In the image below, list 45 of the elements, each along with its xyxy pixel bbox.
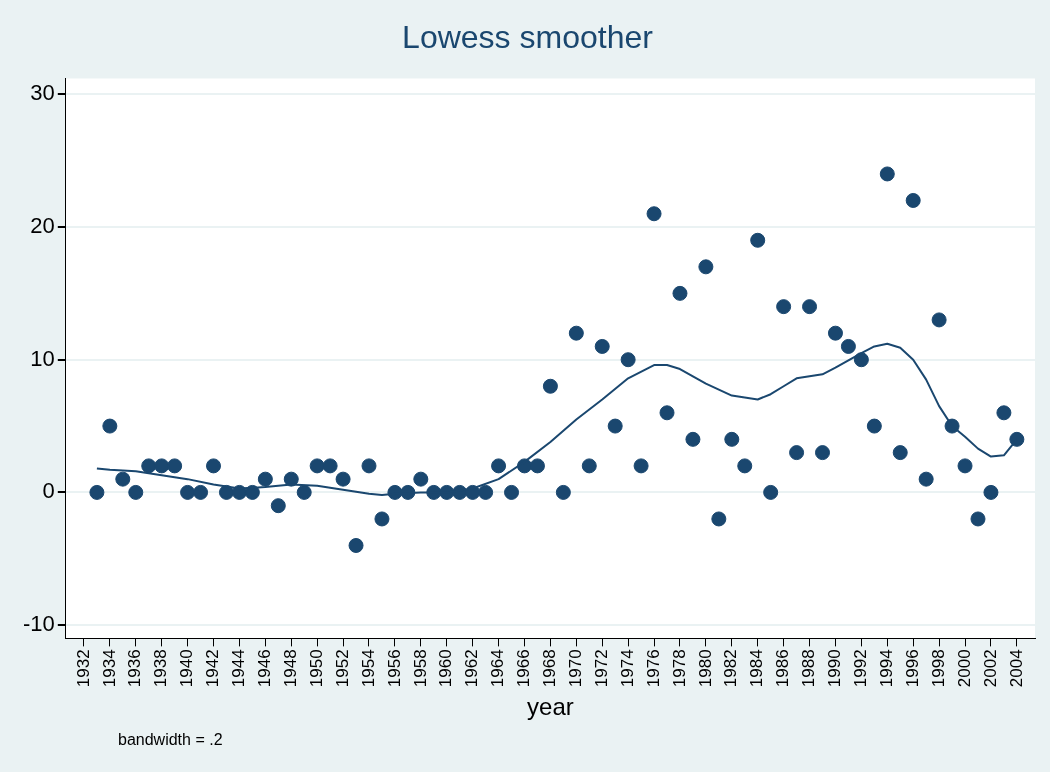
x-tick-label: 1978	[669, 649, 689, 688]
x-tick-label: 1970	[566, 649, 585, 688]
x-tick-label: 1998	[928, 649, 948, 688]
x-tick-label: 1964	[488, 649, 508, 688]
text: bandwidth = .2	[118, 731, 223, 748]
x-tick-label: 1982	[721, 649, 741, 688]
y-tick-label: 0	[42, 478, 55, 504]
x-tick-label: 1946	[255, 649, 275, 688]
x-tick-label: 1962	[462, 649, 482, 688]
x-tick-label: 1958	[410, 649, 430, 688]
x-tick-label: 1988	[799, 649, 819, 688]
x-tick-label: 1968	[540, 649, 560, 688]
x-tick-label: 1986	[773, 649, 793, 688]
x-tick-label: 1972	[591, 649, 611, 688]
x-tick-label: 2004	[1006, 649, 1026, 688]
x-tick-label: 1948	[280, 649, 300, 688]
x-tick-label: 1950	[306, 649, 326, 688]
chart-title: Lowess smoother	[402, 19, 654, 56]
x-tick-label: 1990	[825, 649, 845, 688]
x-tick-label: 1996	[902, 649, 922, 688]
y-tick-label: -10	[23, 611, 55, 637]
y-tick-label: 30	[30, 80, 55, 106]
x-tick-label: 1966	[514, 649, 534, 688]
y-tick-label: 10	[30, 345, 55, 371]
x-tick-label: 1974	[617, 649, 637, 688]
x-tick-label: 1932	[73, 649, 93, 688]
x-tick-label: 1942	[203, 649, 223, 688]
x-tick-label: 1994	[876, 649, 896, 688]
x-tick-label: 1936	[125, 649, 145, 688]
x-tick-label: 1980	[695, 649, 715, 688]
x-tick-label: 2000	[954, 649, 974, 688]
x-tick-label: 1954	[358, 649, 378, 688]
x-axis-title: year	[527, 693, 574, 721]
x-tick-label: 1940	[177, 649, 197, 688]
x-tick-label: 2002	[980, 649, 1000, 688]
x-tick-label: 1952	[332, 649, 352, 688]
x-tick-label: 1976	[643, 649, 663, 688]
y-tick-label: 20	[30, 213, 55, 239]
x-tick-label: 1992	[851, 649, 871, 688]
x-tick-label: 1944	[229, 649, 249, 688]
x-tick-label: 1938	[151, 649, 171, 688]
x-tick-label: 1956	[384, 649, 404, 688]
x-tick-label: 1960	[436, 649, 456, 688]
x-tick-label: 1984	[747, 649, 767, 688]
x-tick-label: 1934	[99, 649, 119, 688]
